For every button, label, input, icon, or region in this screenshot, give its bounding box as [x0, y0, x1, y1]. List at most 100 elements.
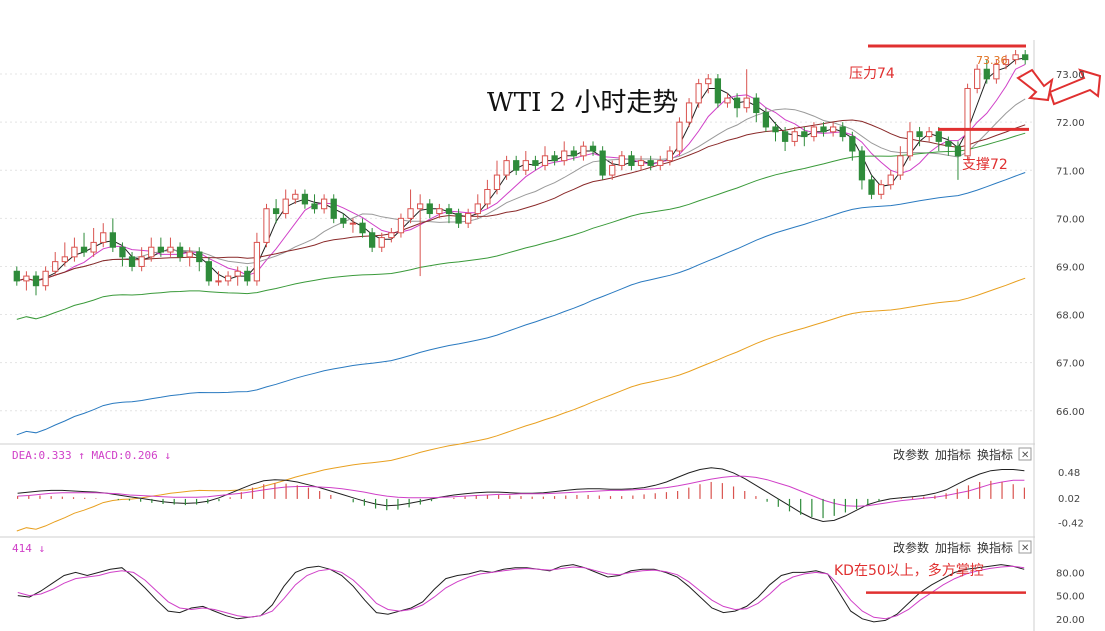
macd-add-indicator-button[interactable]: 加指标 [935, 447, 971, 462]
macd-change-params-button[interactable]: 改参数 [893, 447, 929, 462]
candle-body [493, 174, 501, 190]
candle-body [926, 131, 933, 138]
macd-tick-label: -0.42 [1058, 519, 1084, 530]
kd-tick-label: 20.00 [1056, 615, 1085, 626]
candle-body [263, 208, 270, 243]
candle-body [781, 131, 789, 142]
candle-body [935, 131, 942, 142]
down-arrow-icon [1016, 68, 1054, 102]
candle-body [993, 63, 1000, 80]
ma-line-20 [16, 119, 1026, 282]
kd-header: 414 ↓ [12, 542, 45, 555]
candle-body [676, 121, 683, 152]
candle-body [205, 261, 213, 282]
candle-body [71, 246, 78, 258]
candle-body [186, 251, 193, 258]
macd-switch-indicator-button[interactable]: 换指标 [977, 447, 1013, 462]
candle-body [234, 270, 241, 277]
right-arrow-icon [1048, 68, 1102, 106]
kd-change-params-button[interactable]: 改参数 [893, 540, 929, 555]
candle-body [128, 256, 136, 267]
candle-body [436, 208, 443, 215]
candle-body [858, 150, 866, 181]
candle-body [311, 203, 318, 210]
candle-body [791, 131, 798, 142]
kd-close-button[interactable]: ✕ [1018, 540, 1032, 554]
candle-body [215, 280, 222, 283]
y-tick-label: 69.00 [1056, 262, 1085, 273]
candle-body [455, 213, 462, 224]
resistance-label: 压力74 [849, 66, 895, 82]
candle-body [148, 246, 155, 258]
candle-body [705, 78, 712, 85]
candle-body [138, 256, 145, 267]
candle-body [224, 275, 232, 282]
candle-body [330, 198, 337, 219]
y-tick-label: 72.00 [1056, 118, 1085, 129]
kd-switch-indicator-button[interactable]: 换指标 [977, 540, 1013, 555]
y-tick-label: 70.00 [1056, 214, 1085, 225]
candle-body [609, 164, 616, 176]
ma-line-short [16, 57, 1026, 282]
y-tick-label: 68.00 [1056, 311, 1085, 322]
candle-body [253, 241, 261, 282]
candle-body [570, 150, 577, 157]
candle-body [685, 102, 693, 123]
candle-body [369, 232, 376, 248]
candle-body [80, 246, 88, 253]
ma-line-12 [16, 98, 1026, 282]
candle-body [340, 217, 347, 224]
candle-body [388, 232, 395, 239]
macd-dif-line [17, 467, 1025, 523]
moving-averages [16, 57, 1026, 623]
y-tick-label: 73.00 [1056, 70, 1085, 81]
candle-body [484, 188, 491, 205]
candle-body [61, 256, 68, 263]
candle-body [52, 261, 59, 272]
candle-body [810, 126, 818, 138]
candle-body [465, 213, 472, 224]
candle-body [426, 203, 433, 215]
last-price-label: 73.36 [976, 54, 1008, 67]
close-icon: ✕ [1021, 543, 1029, 554]
candle-body [474, 203, 481, 215]
macd-tick-label: 0.48 [1058, 468, 1080, 479]
candle-body [292, 193, 299, 200]
candle-body [628, 155, 635, 166]
macd-header: DEA:0.333 ↑ MACD:0.206 ↓ [12, 449, 171, 462]
candle-body [974, 68, 981, 89]
candle-body [176, 246, 184, 258]
candle-body [397, 217, 405, 234]
candle-body [897, 155, 904, 176]
candle-body [580, 145, 587, 157]
candle-body [801, 131, 808, 138]
candle-body [551, 155, 558, 162]
candle-body [666, 150, 673, 162]
y-tick-label: 67.00 [1056, 359, 1085, 370]
candle-body [657, 160, 664, 166]
candle-body [167, 246, 174, 253]
ma-line-long-blue [16, 172, 1026, 436]
kd-d-line [17, 565, 1025, 620]
candle-body [282, 198, 289, 215]
kd-k-line [17, 564, 1025, 623]
candle-body [829, 126, 837, 133]
candle-body [100, 232, 107, 243]
support-label: 支撑72 [962, 157, 1008, 173]
candle-body [119, 246, 126, 258]
macd-close-button[interactable]: ✕ [1018, 447, 1032, 461]
y-axis-labels: 66.00 67.00 68.00 69.00 70.00 71.00 72.00 73.00… [1056, 70, 1085, 626]
candle-body [1012, 54, 1019, 61]
y-tick-label: 66.00 [1056, 407, 1085, 418]
candle-body [599, 150, 606, 176]
candle-body [964, 87, 971, 157]
candle-body [839, 126, 846, 138]
kd-add-indicator-button[interactable]: 加指标 [935, 540, 971, 555]
candle-body [878, 184, 885, 195]
ma-line-long-green [16, 132, 1026, 320]
candle-body [753, 97, 760, 114]
candle-body [618, 155, 625, 166]
candle-body [13, 270, 20, 282]
